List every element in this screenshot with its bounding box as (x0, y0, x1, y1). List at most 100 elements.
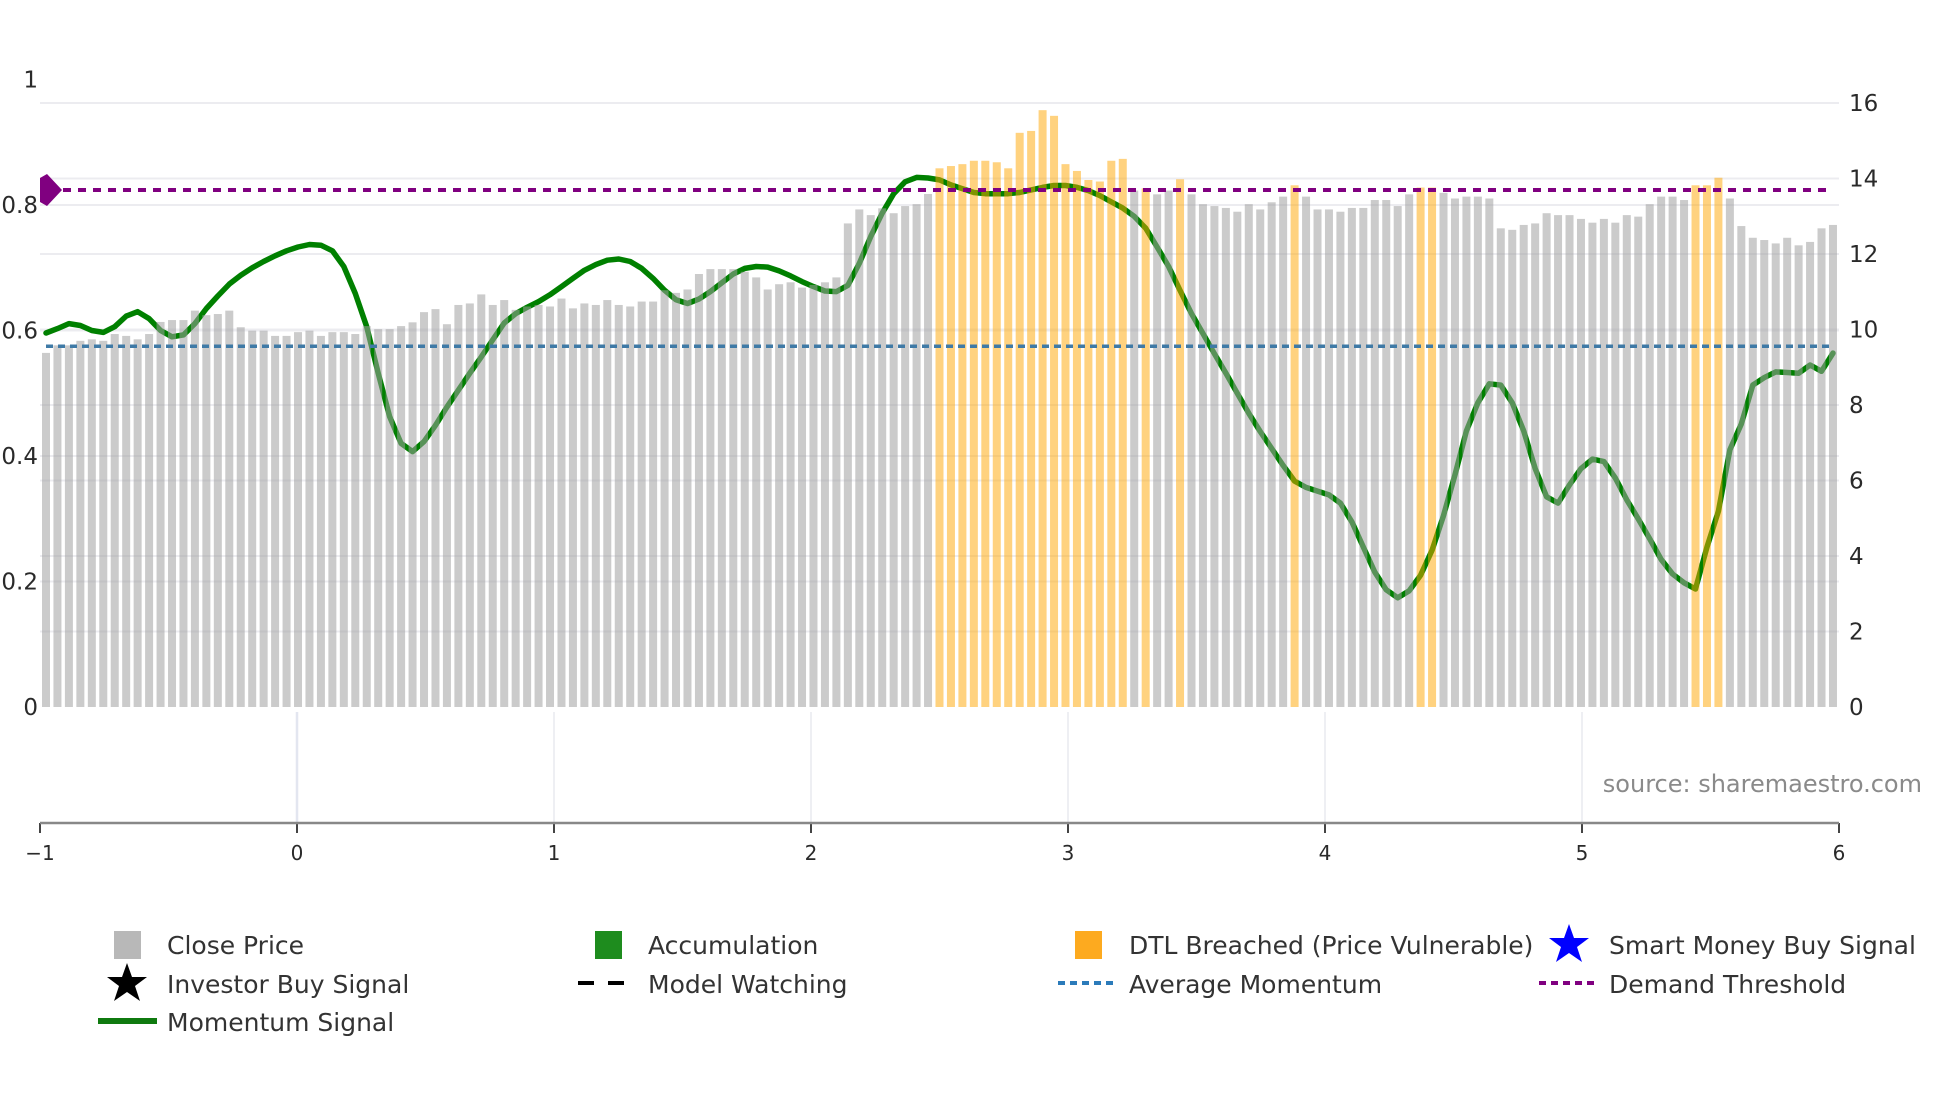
close-price-bar (87, 339, 96, 707)
close-price-bar (1210, 206, 1219, 707)
close-price-bar (1634, 216, 1643, 707)
legend-item-average-momentum[interactable]: Average Momentum (1058, 970, 1382, 999)
close-price-bar (156, 321, 165, 707)
close-price-bar (1221, 207, 1230, 707)
close-price-bar (374, 329, 383, 707)
close-price-bar (626, 306, 635, 707)
close-price-bar (179, 320, 188, 707)
dtl-breached-bar (1038, 110, 1047, 708)
close-price-bar (1599, 218, 1608, 707)
left-tick-label: 1 (23, 68, 38, 94)
close-price-bar (878, 208, 887, 707)
dtl-breached-bar (1714, 177, 1723, 707)
right-tick-label: 6 (1849, 469, 1864, 495)
x-tick-label: 4 (1319, 841, 1332, 865)
close-price-bar (1554, 215, 1563, 707)
close-price-bar (1233, 211, 1242, 707)
dtl-breached-bar (1004, 168, 1013, 707)
close-price-bar (1267, 202, 1276, 707)
black-star-icon (107, 963, 147, 1001)
dtl-breached-bar (992, 162, 1001, 707)
legend-item-momentum-signal[interactable]: Momentum Signal (98, 1008, 394, 1037)
close-price-bar (1817, 228, 1826, 707)
close-price-bar (1164, 190, 1173, 707)
legend-item-dtl-breached[interactable]: DTL Breached (Price Vulnerable) (1075, 931, 1533, 960)
dtl-breached-bar (981, 160, 990, 707)
legend-label: Average Momentum (1129, 970, 1382, 999)
close-price-bar (42, 352, 50, 707)
reference-lines (40, 173, 1830, 348)
close-price-bar (1336, 211, 1345, 707)
close-price-bar (225, 310, 234, 707)
dtl-breached-bar (1428, 187, 1437, 707)
close-price-bar (431, 309, 440, 707)
close-price-bar (477, 294, 486, 707)
dtl-breached-bar (1118, 158, 1127, 707)
close-price-bar (465, 303, 474, 707)
legend-label: Accumulation (648, 931, 818, 960)
close-price-bar (912, 204, 921, 708)
dtl-breached-bar (1095, 181, 1104, 707)
left-tick-label: 0 (23, 695, 38, 721)
legend-item-investor-buy[interactable]: Investor Buy Signal (107, 963, 409, 1001)
close-price-bar (809, 284, 818, 707)
right-tick-label: 8 (1849, 393, 1864, 419)
close-price-bar (442, 324, 451, 707)
close-price-bar (557, 298, 566, 707)
close-price-bar (1576, 218, 1585, 707)
close-price-bar (213, 314, 222, 707)
close-price-bar (351, 334, 360, 707)
right-tick-label: 0 (1849, 695, 1864, 721)
close-price-bar (316, 335, 325, 707)
legend-label: Close Price (167, 931, 304, 960)
left-tick-label: 0.4 (1, 444, 38, 470)
close-price-bar (866, 215, 875, 707)
close-price-bar (694, 274, 703, 707)
dtl-breached-bar (1107, 160, 1116, 707)
close-price-bar (603, 300, 612, 707)
dtl-breached-bar (958, 164, 967, 707)
close-price-bar (1393, 206, 1402, 707)
close-price-bar (397, 326, 406, 707)
legend-item-accumulation[interactable]: Accumulation (595, 931, 818, 960)
legend-item-smart-money[interactable]: Smart Money Buy Signal (1549, 924, 1916, 962)
left-axis: 0 0.2 0.4 0.6 0.8 1 (1, 68, 38, 722)
close-price-bar (1313, 209, 1322, 707)
close-price-bar (1244, 204, 1253, 708)
right-tick-label: 2 (1849, 620, 1864, 646)
left-tick-label: 0.8 (1, 193, 38, 219)
close-price-bar (706, 269, 715, 707)
legend-item-model-watching[interactable]: Model Watching (578, 970, 848, 999)
x-tick-label: 5 (1576, 841, 1589, 865)
close-price-bar (889, 213, 898, 708)
close-price-bar (1485, 198, 1494, 707)
legend-item-demand-threshold[interactable]: Demand Threshold (1539, 970, 1846, 999)
close-price-bar (1256, 209, 1265, 707)
close-price-bar (1622, 215, 1631, 707)
close-price-bar (1302, 196, 1311, 707)
close-price-bar (282, 335, 291, 707)
close-price-bar (271, 335, 280, 707)
close-price-bar (1462, 196, 1471, 707)
close-price-bar (1187, 194, 1196, 708)
right-tick-label: 10 (1849, 318, 1878, 344)
x-tick-label: 2 (805, 841, 818, 865)
close-price-bar (1473, 196, 1482, 707)
close-price-bar (1153, 194, 1162, 708)
close-price-bar (534, 304, 543, 707)
close-price-bar (1645, 204, 1654, 708)
right-axis: 0 2 4 6 8 10 12 14 16 (1849, 91, 1878, 721)
legend-item-close-price[interactable]: Close Price (114, 931, 304, 960)
close-price-bar (1828, 224, 1837, 707)
close-price-bar (53, 345, 62, 707)
dtl-breached-bar (1702, 185, 1711, 708)
close-price-bar (924, 193, 933, 708)
close-price-bar (1542, 213, 1551, 708)
dtl-breached-bar (1061, 164, 1070, 707)
close-price-bar (786, 282, 795, 707)
close-price-bar (328, 332, 337, 707)
close-price-bar (1588, 222, 1597, 708)
x-tick-label: 3 (1062, 841, 1075, 865)
dtl-breached-bar (1691, 185, 1700, 708)
close-price-bar (763, 289, 772, 707)
